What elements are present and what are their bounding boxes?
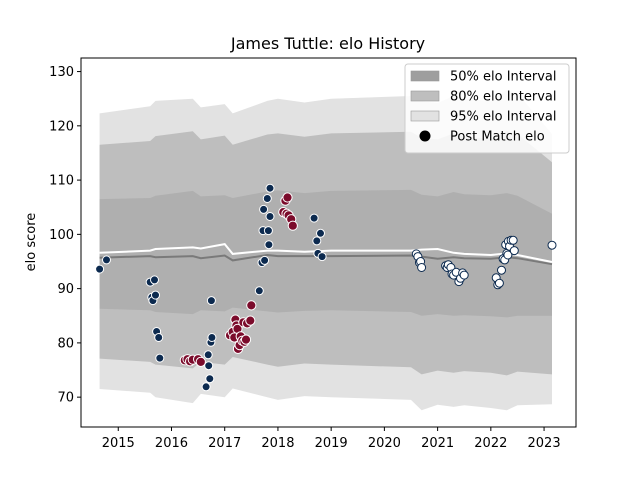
post-match-elo-point bbox=[509, 246, 519, 256]
plot-frame bbox=[80, 57, 577, 428]
post-match-elo-point bbox=[259, 204, 269, 214]
legend-marker-icon bbox=[419, 130, 431, 142]
x-axis: 2015 2016 2017 2018 2019 2020 2021 2022 2023 bbox=[102, 427, 561, 451]
post-match-elo-point bbox=[417, 263, 427, 272]
x-tick-label: 2019 bbox=[315, 436, 348, 451]
post-match-elo-point bbox=[287, 220, 298, 231]
post-match-elo-point bbox=[263, 226, 273, 236]
y-tick-label: 80 bbox=[57, 336, 74, 351]
y-tick-label: 120 bbox=[49, 119, 74, 134]
x-tick-label: 2017 bbox=[208, 436, 241, 451]
post-match-elo-point bbox=[201, 382, 211, 392]
legend: 50% elo Interval 80% elo Interval 95% elo … bbox=[404, 63, 570, 154]
x-tick-label: 2015 bbox=[102, 436, 135, 451]
post-match-elo-point bbox=[497, 265, 506, 275]
y-tick-label: 110 bbox=[49, 174, 74, 189]
post-match-elo-point bbox=[254, 286, 264, 296]
band-80-interval bbox=[99, 131, 552, 376]
interval-bands bbox=[99, 90, 552, 411]
post-match-elo-point bbox=[195, 356, 206, 367]
post-match-elo-point bbox=[245, 315, 256, 326]
post-match-elo-point bbox=[260, 255, 270, 265]
post-match-elo-point bbox=[154, 333, 164, 342]
post-match-elo-point bbox=[265, 212, 275, 221]
post-match-elo-point bbox=[508, 235, 518, 245]
x-tick-label: 2021 bbox=[421, 436, 454, 451]
post-match-elo-point bbox=[206, 296, 216, 306]
x-tick-label: 2018 bbox=[261, 436, 294, 451]
legend-label: 95% elo Interval bbox=[450, 110, 557, 125]
y-tick-label: 90 bbox=[57, 282, 74, 297]
x-tick-label: 2020 bbox=[368, 436, 401, 451]
legend-label: 50% elo Interval bbox=[450, 70, 557, 85]
post-match-elo-point bbox=[240, 334, 252, 345]
post-match-elo-point bbox=[264, 240, 274, 250]
legend-swatch bbox=[410, 110, 440, 122]
post-match-elo-point bbox=[203, 350, 213, 360]
post-match-elo-point bbox=[207, 333, 217, 342]
legend-swatch bbox=[410, 70, 440, 82]
post-match-elo-point bbox=[246, 300, 257, 311]
y-axis-label: elo score bbox=[24, 213, 39, 272]
legend-label: Post Match elo bbox=[450, 130, 545, 145]
y-axis: 70 80 90 100 110 120 130 bbox=[49, 65, 81, 406]
post-match-elo-point bbox=[204, 361, 214, 371]
post-match-elo-point bbox=[150, 275, 159, 285]
post-match-elo-point bbox=[155, 353, 165, 363]
band-50-interval bbox=[99, 189, 552, 318]
post-match-elo-point bbox=[151, 290, 160, 300]
post-match-elo-point bbox=[205, 374, 215, 384]
legend-box bbox=[404, 63, 570, 154]
post-match-points bbox=[95, 183, 557, 392]
post-match-elo-point bbox=[102, 255, 111, 265]
y-tick-label: 130 bbox=[49, 65, 74, 80]
chart-title: James Tuttle: elo History bbox=[230, 34, 425, 53]
post-match-elo-point bbox=[262, 194, 272, 203]
post-match-elo-point bbox=[95, 264, 105, 274]
y-tick-label: 100 bbox=[49, 228, 74, 243]
post-match-elo-point bbox=[459, 270, 469, 280]
legend-swatch bbox=[410, 90, 440, 102]
post-match-elo-point bbox=[312, 236, 322, 246]
post-match-elo-point bbox=[503, 250, 513, 260]
x-tick-label: 2023 bbox=[528, 436, 561, 451]
post-match-elo-point bbox=[547, 240, 557, 250]
post-match-elo-point bbox=[265, 183, 275, 193]
post-match-elo-point bbox=[309, 213, 319, 223]
x-tick-label: 2022 bbox=[474, 436, 507, 451]
post-match-elo-point bbox=[282, 192, 293, 203]
post-match-elo-point bbox=[316, 228, 325, 238]
y-tick-label: 70 bbox=[57, 391, 74, 406]
post-match-elo-point bbox=[317, 252, 327, 262]
x-tick-label: 2016 bbox=[155, 436, 188, 451]
legend-label: 80% elo Interval bbox=[450, 90, 557, 105]
post-match-elo-point bbox=[494, 278, 504, 288]
plot-area bbox=[95, 90, 557, 411]
